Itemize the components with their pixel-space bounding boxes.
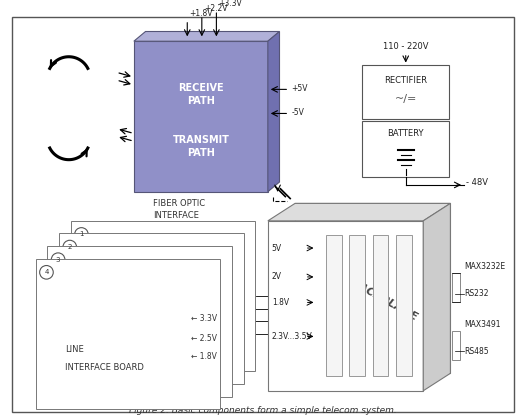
Text: RS485: RS485 [464,347,489,356]
Text: +5V: +5V [291,84,308,93]
Bar [59,234,244,384]
Text: ← 2.5V: ← 2.5V [191,334,217,343]
Bar [36,259,220,409]
Text: 2V: 2V [272,272,282,281]
Text: MAX3232E: MAX3232E [464,262,505,271]
Circle shape [63,240,77,254]
Text: 3: 3 [56,257,60,263]
Text: +3.3V: +3.3V [218,0,242,8]
Text: LINE: LINE [65,344,84,354]
Polygon shape [268,32,279,192]
Polygon shape [295,203,450,373]
Text: INTERFACE BOARD: INTERFACE BOARD [65,363,144,372]
Bar [47,246,232,397]
Bar [396,236,411,376]
Text: ← 3.3V: ← 3.3V [191,314,217,324]
Text: TRANSMIT
PATH: TRANSMIT PATH [173,136,229,158]
Bar [452,331,460,360]
Text: MAX3491: MAX3491 [464,320,501,329]
Bar [326,236,342,376]
Text: - 48V: - 48V [466,178,488,186]
Polygon shape [268,221,423,391]
Bar [349,236,365,376]
Text: 110 - 220V: 110 - 220V [383,42,429,50]
Text: 1.8V: 1.8V [272,298,289,307]
Bar [373,236,388,376]
Text: 1: 1 [79,231,84,237]
Text: +2.2V: +2.2V [204,4,227,13]
Circle shape [39,266,53,279]
Circle shape [52,253,65,266]
Bar [362,65,449,119]
Text: RECTIFIER: RECTIFIER [384,75,427,85]
Bar [70,221,255,372]
Text: Figure 2. Basic components form a simple telecom system.: Figure 2. Basic components form a simple… [129,406,397,414]
Polygon shape [268,203,450,221]
Text: 5V: 5V [272,244,282,253]
Text: 4: 4 [44,269,48,275]
Text: ~∕=: ~∕= [394,95,417,105]
Text: 2.3V...3.5V: 2.3V...3.5V [272,332,312,341]
Text: -5V: -5V [291,108,304,117]
Text: 2: 2 [67,244,72,250]
Text: +1.8V: +1.8V [189,9,213,18]
Text: BATTERY: BATTERY [388,129,424,138]
Text: RS232: RS232 [464,289,489,298]
Bar [362,121,449,177]
Text: FIBER OPTIC
INTERFACE: FIBER OPTIC INTERFACE [153,199,205,220]
Polygon shape [134,32,279,41]
Text: RECEIVE
PATH: RECEIVE PATH [178,83,224,106]
Polygon shape [134,41,268,192]
Text: ← 1.8V: ← 1.8V [191,352,217,361]
Bar [452,273,460,302]
Text: BACKPLANE: BACKPLANE [350,278,420,323]
Circle shape [75,228,88,241]
Polygon shape [423,203,450,391]
